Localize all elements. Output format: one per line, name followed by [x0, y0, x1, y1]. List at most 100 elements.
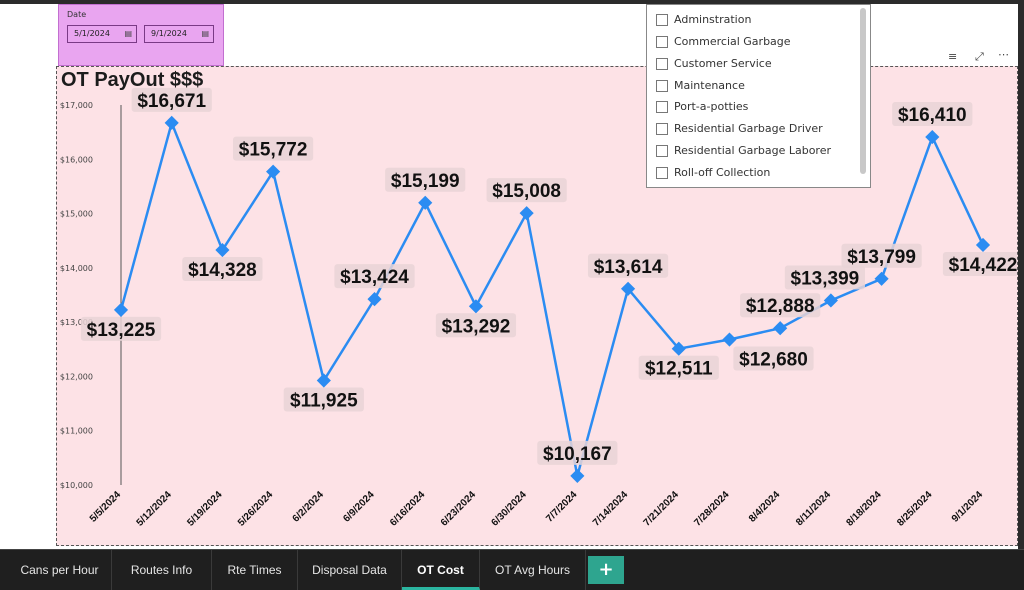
data-label: $12,511	[645, 359, 713, 380]
data-point	[316, 373, 331, 388]
x-tick-label: 5/12/2024	[135, 489, 175, 529]
data-label-bg	[233, 136, 314, 161]
calendar-icon[interactable]: ▤	[124, 29, 132, 38]
data-label: $16,410	[898, 105, 967, 126]
start-date-input[interactable]: 5/1/2024 ▤	[67, 25, 137, 43]
data-label: $13,225	[87, 320, 156, 341]
filter-icon[interactable]: ≡	[948, 50, 958, 63]
data-point	[266, 164, 281, 179]
tab-disposal-data[interactable]: Disposal Data	[298, 550, 402, 590]
data-point	[468, 299, 484, 314]
data-point	[418, 195, 433, 210]
y-tick-label: $11,000	[60, 427, 93, 436]
checkbox[interactable]	[656, 145, 668, 157]
data-point	[671, 341, 686, 356]
y-tick-label: $16,000	[60, 155, 93, 164]
x-tick-label: 5/5/2024	[88, 489, 124, 525]
data-point	[367, 292, 382, 307]
x-tick-label: 6/23/2024	[439, 489, 479, 529]
slicer-item[interactable]: Port-a-potties	[656, 99, 748, 115]
slicer-item[interactable]: Roll-off Collection	[656, 165, 770, 181]
data-label: $13,614	[594, 257, 663, 278]
end-date-value: 9/1/2024	[151, 29, 187, 38]
checkbox[interactable]	[656, 123, 668, 135]
slicer-item[interactable]: Adminstration	[656, 12, 751, 28]
data-label-bg	[740, 293, 821, 318]
data-label-bg	[385, 167, 466, 192]
chart-panel[interactable]: OT PayOut $$$ $10,000 $11,000 $12,000 $13,0…	[56, 66, 1018, 546]
data-label-bg	[638, 355, 719, 380]
data-point	[620, 281, 636, 296]
data-point	[975, 237, 991, 253]
end-date-input[interactable]: 9/1/2024 ▤	[144, 25, 214, 43]
data-point	[722, 332, 737, 347]
data-label-bg	[131, 87, 212, 112]
x-tick-label: 7/21/2024	[642, 489, 682, 529]
x-tick-label: 7/14/2024	[591, 489, 631, 529]
slicer-item[interactable]: Residential Garbage Laborer	[656, 143, 831, 159]
slicer-item[interactable]: Customer Service	[656, 56, 772, 72]
data-label: $12,680	[739, 350, 808, 371]
slicer-item[interactable]: Maintenance	[656, 78, 745, 94]
series-line	[119, 118, 985, 477]
y-tick-label: $13,000	[60, 318, 93, 327]
data-label: $13,424	[340, 267, 409, 288]
page-tab-bar: Cans per Hour Routes Info Rte Times Disp…	[0, 549, 1024, 590]
tab-ot-avg-hours[interactable]: OT Avg Hours	[480, 550, 586, 590]
x-tick-label: 8/18/2024	[844, 489, 884, 529]
x-tick-label: 7/7/2024	[544, 489, 580, 525]
date-slicer[interactable]: Date 5/1/2024 ▤ 9/1/2024 ▤	[58, 4, 224, 66]
data-label: $14,328	[188, 260, 257, 281]
data-label-bg	[892, 102, 973, 127]
y-tick-label: $14,000	[60, 264, 93, 273]
data-point	[113, 302, 129, 317]
x-tick-label: 7/28/2024	[692, 489, 732, 529]
data-point	[874, 271, 889, 286]
checkbox[interactable]	[656, 14, 668, 26]
data-point	[925, 129, 940, 145]
tab-rte-times[interactable]: Rte Times	[212, 550, 298, 590]
visual-header: ≡ ⤢ ⋯	[948, 48, 1009, 64]
checkbox[interactable]	[656, 167, 668, 179]
data-label-bg	[841, 243, 922, 268]
x-tick-label: 5/26/2024	[236, 489, 276, 529]
line-chart: $10,000 $11,000 $12,000 $13,000 $14,000 $15,0…	[60, 87, 1017, 529]
focus-mode-icon[interactable]: ⤢	[975, 50, 984, 63]
x-tick-label: 6/16/2024	[388, 489, 428, 529]
category-slicer[interactable]: Adminstration Commercial Garbage Custome…	[646, 4, 871, 188]
slicer-item[interactable]: Residential Garbage Driver	[656, 121, 823, 137]
data-label: $13,292	[442, 316, 511, 337]
more-options-icon[interactable]: ⋯	[998, 48, 1009, 61]
date-slicer-title: Date	[67, 10, 87, 19]
checkbox[interactable]	[656, 101, 668, 113]
x-tick-label: 6/9/2024	[341, 489, 377, 525]
checkbox[interactable]	[656, 36, 668, 48]
data-label-bg	[537, 440, 618, 465]
calendar-icon[interactable]: ▤	[201, 29, 209, 38]
data-label-bg	[587, 253, 669, 278]
slicer-scrollbar[interactable]	[860, 8, 866, 174]
data-label-bg	[80, 316, 162, 341]
data-label-bg	[486, 178, 567, 203]
checkbox[interactable]	[656, 80, 668, 92]
x-tick-label: 6/30/2024	[490, 489, 530, 529]
x-tick-label: 9/1/2024	[950, 489, 986, 525]
tab-cans-per-hour[interactable]: Cans per Hour	[8, 550, 112, 590]
y-tick-label: $17,000	[60, 101, 93, 110]
tab-routes-info[interactable]: Routes Info	[112, 550, 212, 590]
data-label-bg	[784, 265, 865, 290]
slicer-item[interactable]: Commercial Garbage	[656, 34, 791, 50]
x-tick-label: 6/2/2024	[291, 489, 327, 525]
data-label: $16,671	[137, 91, 206, 112]
data-point	[215, 242, 230, 258]
tab-ot-cost[interactable]: OT Cost	[402, 550, 480, 590]
data-label: $13,799	[847, 247, 916, 268]
data-label: $13,399	[791, 268, 860, 289]
add-page-button[interactable]: +	[588, 556, 624, 584]
checkbox[interactable]	[656, 58, 668, 70]
data-label: $15,199	[391, 171, 460, 192]
y-tick-label: $15,000	[60, 210, 93, 219]
y-tick-label: $10,000	[60, 481, 93, 490]
data-label-bg	[182, 257, 263, 282]
y-tick-label: $12,000	[60, 372, 93, 381]
